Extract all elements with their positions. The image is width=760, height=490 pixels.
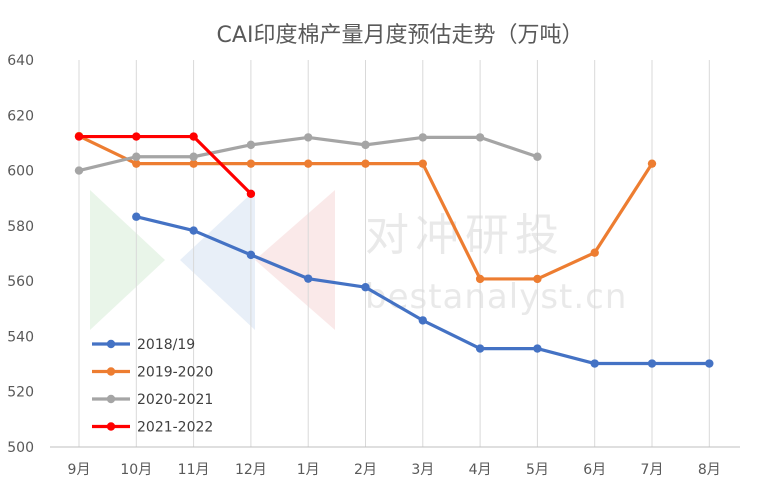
series-2 — [74, 133, 542, 175]
y-tick-label: 580 — [7, 219, 34, 235]
x-tick-label: 12月 — [235, 462, 267, 478]
y-tick-label: 640 — [7, 53, 34, 69]
data-point — [246, 140, 256, 150]
data-point — [647, 359, 657, 368]
series-line — [79, 134, 253, 195]
data-point — [304, 159, 313, 168]
legend-swatch-marker — [106, 394, 116, 404]
y-tick-label: 620 — [7, 108, 34, 124]
x-tick-label: 6月 — [583, 462, 606, 478]
x-tick-label: 4月 — [469, 462, 492, 478]
x-tick-label: 11月 — [178, 462, 210, 478]
data-point — [475, 344, 485, 353]
y-tick-label: 520 — [7, 385, 34, 401]
watermark-blue-triangle — [180, 190, 255, 330]
x-tick-label: 5月 — [526, 462, 549, 478]
y-tick-label: 540 — [7, 329, 34, 345]
series-layer — [74, 131, 714, 368]
data-point — [418, 316, 427, 325]
x-tick-label: 8月 — [698, 462, 721, 478]
data-point — [590, 359, 599, 368]
y-tick-label: 500 — [7, 440, 34, 456]
data-point — [705, 359, 714, 368]
legend-item: 2021-2022 — [92, 420, 213, 436]
legend-label: 2021-2022 — [137, 420, 213, 436]
data-point — [246, 250, 256, 260]
legend-item: 2020-2021 — [92, 392, 213, 408]
axes: 500 520 540 560 580 600 620 640 9月 10月 11月 12月 1月 2月 3… — [7, 53, 740, 478]
data-point — [132, 212, 141, 221]
data-point — [533, 344, 542, 353]
series-1 — [74, 131, 657, 284]
y-tick-label: 600 — [7, 164, 34, 180]
x-tick-label: 2月 — [354, 462, 377, 478]
data-point — [647, 159, 657, 168]
data-point — [361, 283, 370, 292]
data-point — [361, 159, 370, 168]
series-0 — [132, 212, 714, 368]
series-3 — [74, 132, 256, 198]
legend-label: 2018/19 — [137, 337, 195, 353]
data-point — [418, 133, 427, 142]
data-point — [189, 152, 198, 161]
legend-item: 2018/19 — [92, 337, 195, 353]
legend: 2018/19 2019-2020 2020-2021 2021-2022 — [92, 337, 213, 436]
data-point — [74, 132, 84, 141]
data-point — [304, 274, 313, 283]
data-point — [475, 274, 485, 284]
x-tick-label: 7月 — [641, 462, 664, 478]
data-point — [246, 189, 256, 198]
watermark-green-triangle — [90, 190, 165, 330]
legend-item: 2019-2020 — [92, 365, 213, 381]
x-tick-label: 1月 — [297, 462, 320, 478]
data-point — [189, 159, 198, 168]
data-point — [475, 133, 485, 142]
watermark-red-triangle — [255, 190, 335, 330]
data-point — [189, 226, 198, 235]
y-tick-label: 560 — [7, 274, 34, 290]
data-point — [132, 132, 141, 141]
legend-swatch-marker — [106, 367, 116, 376]
data-point — [132, 152, 141, 161]
data-point — [418, 159, 427, 168]
legend-swatch-marker — [106, 339, 116, 349]
data-point — [246, 159, 256, 168]
legend-swatch-marker — [106, 422, 116, 431]
x-tick-label: 3月 — [411, 462, 434, 478]
data-point — [533, 274, 542, 284]
data-point — [533, 152, 542, 161]
legend-label: 2019-2020 — [137, 365, 213, 381]
data-point — [74, 166, 84, 175]
x-tick-label: 9月 — [68, 462, 91, 478]
data-point — [189, 132, 198, 141]
data-point — [590, 248, 599, 257]
data-point — [361, 140, 370, 150]
legend-label: 2020-2021 — [137, 392, 213, 408]
data-point — [304, 133, 313, 142]
x-tick-label: 10月 — [120, 462, 152, 478]
chart-title: CAI印度棉产量月度预估走势（万吨） — [217, 23, 584, 48]
data-point — [132, 159, 141, 168]
watermark-text: 对冲研投 — [365, 210, 565, 261]
watermark: 对冲研投 bestanalyst.cn — [90, 190, 626, 330]
